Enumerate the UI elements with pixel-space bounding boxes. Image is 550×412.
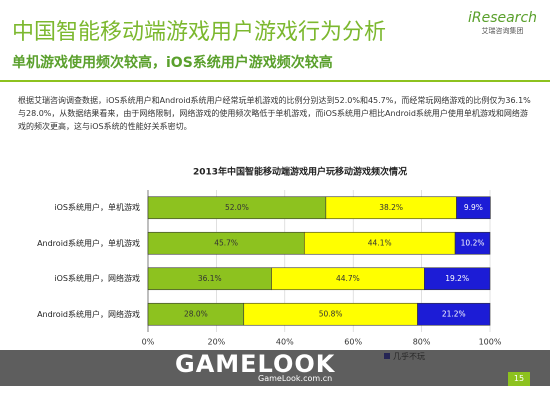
bar: [424, 267, 491, 291]
value-label: 44.1%: [368, 238, 392, 247]
x-tick-label: 40%: [276, 338, 294, 347]
value-label: 45.7%: [214, 238, 238, 247]
y-tick-label: Android系统用户，单机游戏: [37, 238, 140, 248]
y-tick-label: iOS系统用户，单机游戏: [54, 203, 140, 213]
value-label: 10.2%: [461, 238, 485, 247]
bar: [456, 196, 491, 220]
logo-text: iResearch: [467, 10, 538, 26]
value-label: 52.0%: [225, 203, 249, 212]
y-tick-label: iOS系统用户，网络游戏: [54, 274, 140, 284]
x-tick-label: 20%: [208, 338, 226, 347]
value-label: 38.2%: [379, 203, 403, 212]
page-number: 15: [508, 372, 530, 386]
divider: [0, 80, 550, 82]
watermark-band: [0, 350, 550, 386]
bar: [417, 302, 491, 326]
body-text: 根据艾瑞咨询调查数据，iOS系统用户和Android系统用户经常玩单机游戏的比例…: [18, 96, 531, 131]
watermark-brand: GAMELOOK: [175, 350, 336, 378]
value-label: 50.8%: [319, 309, 343, 318]
logo: iResearch 艾瑞咨询集团: [465, 10, 540, 36]
logo-sub: 艾瑞咨询集团: [481, 27, 524, 35]
x-tick-label: 100%: [479, 338, 502, 347]
value-label: 9.9%: [464, 203, 483, 212]
y-tick-label: Android系统用户，网络游戏: [37, 309, 140, 319]
x-tick-label: 80%: [413, 338, 431, 347]
title: 中国智能移动端游戏用户游戏行为分析: [12, 20, 387, 45]
value-label: 21.2%: [442, 309, 466, 318]
bar: [454, 231, 491, 255]
chart-title: 2013年中国智能移动端游戏用户玩移动游戏频次情况: [193, 166, 407, 178]
x-tick-label: 0%: [142, 338, 155, 347]
value-label: 19.2%: [445, 274, 469, 283]
watermark-site: GameLook.com.cn: [258, 374, 333, 383]
value-label: 36.1%: [198, 274, 222, 283]
value-label: 44.7%: [336, 274, 360, 283]
value-label: 28.0%: [184, 309, 208, 318]
subtitle: 单机游戏使用频次较高，iOS系统用户游戏频次较高: [12, 55, 333, 71]
x-tick-label: 60%: [344, 338, 362, 347]
